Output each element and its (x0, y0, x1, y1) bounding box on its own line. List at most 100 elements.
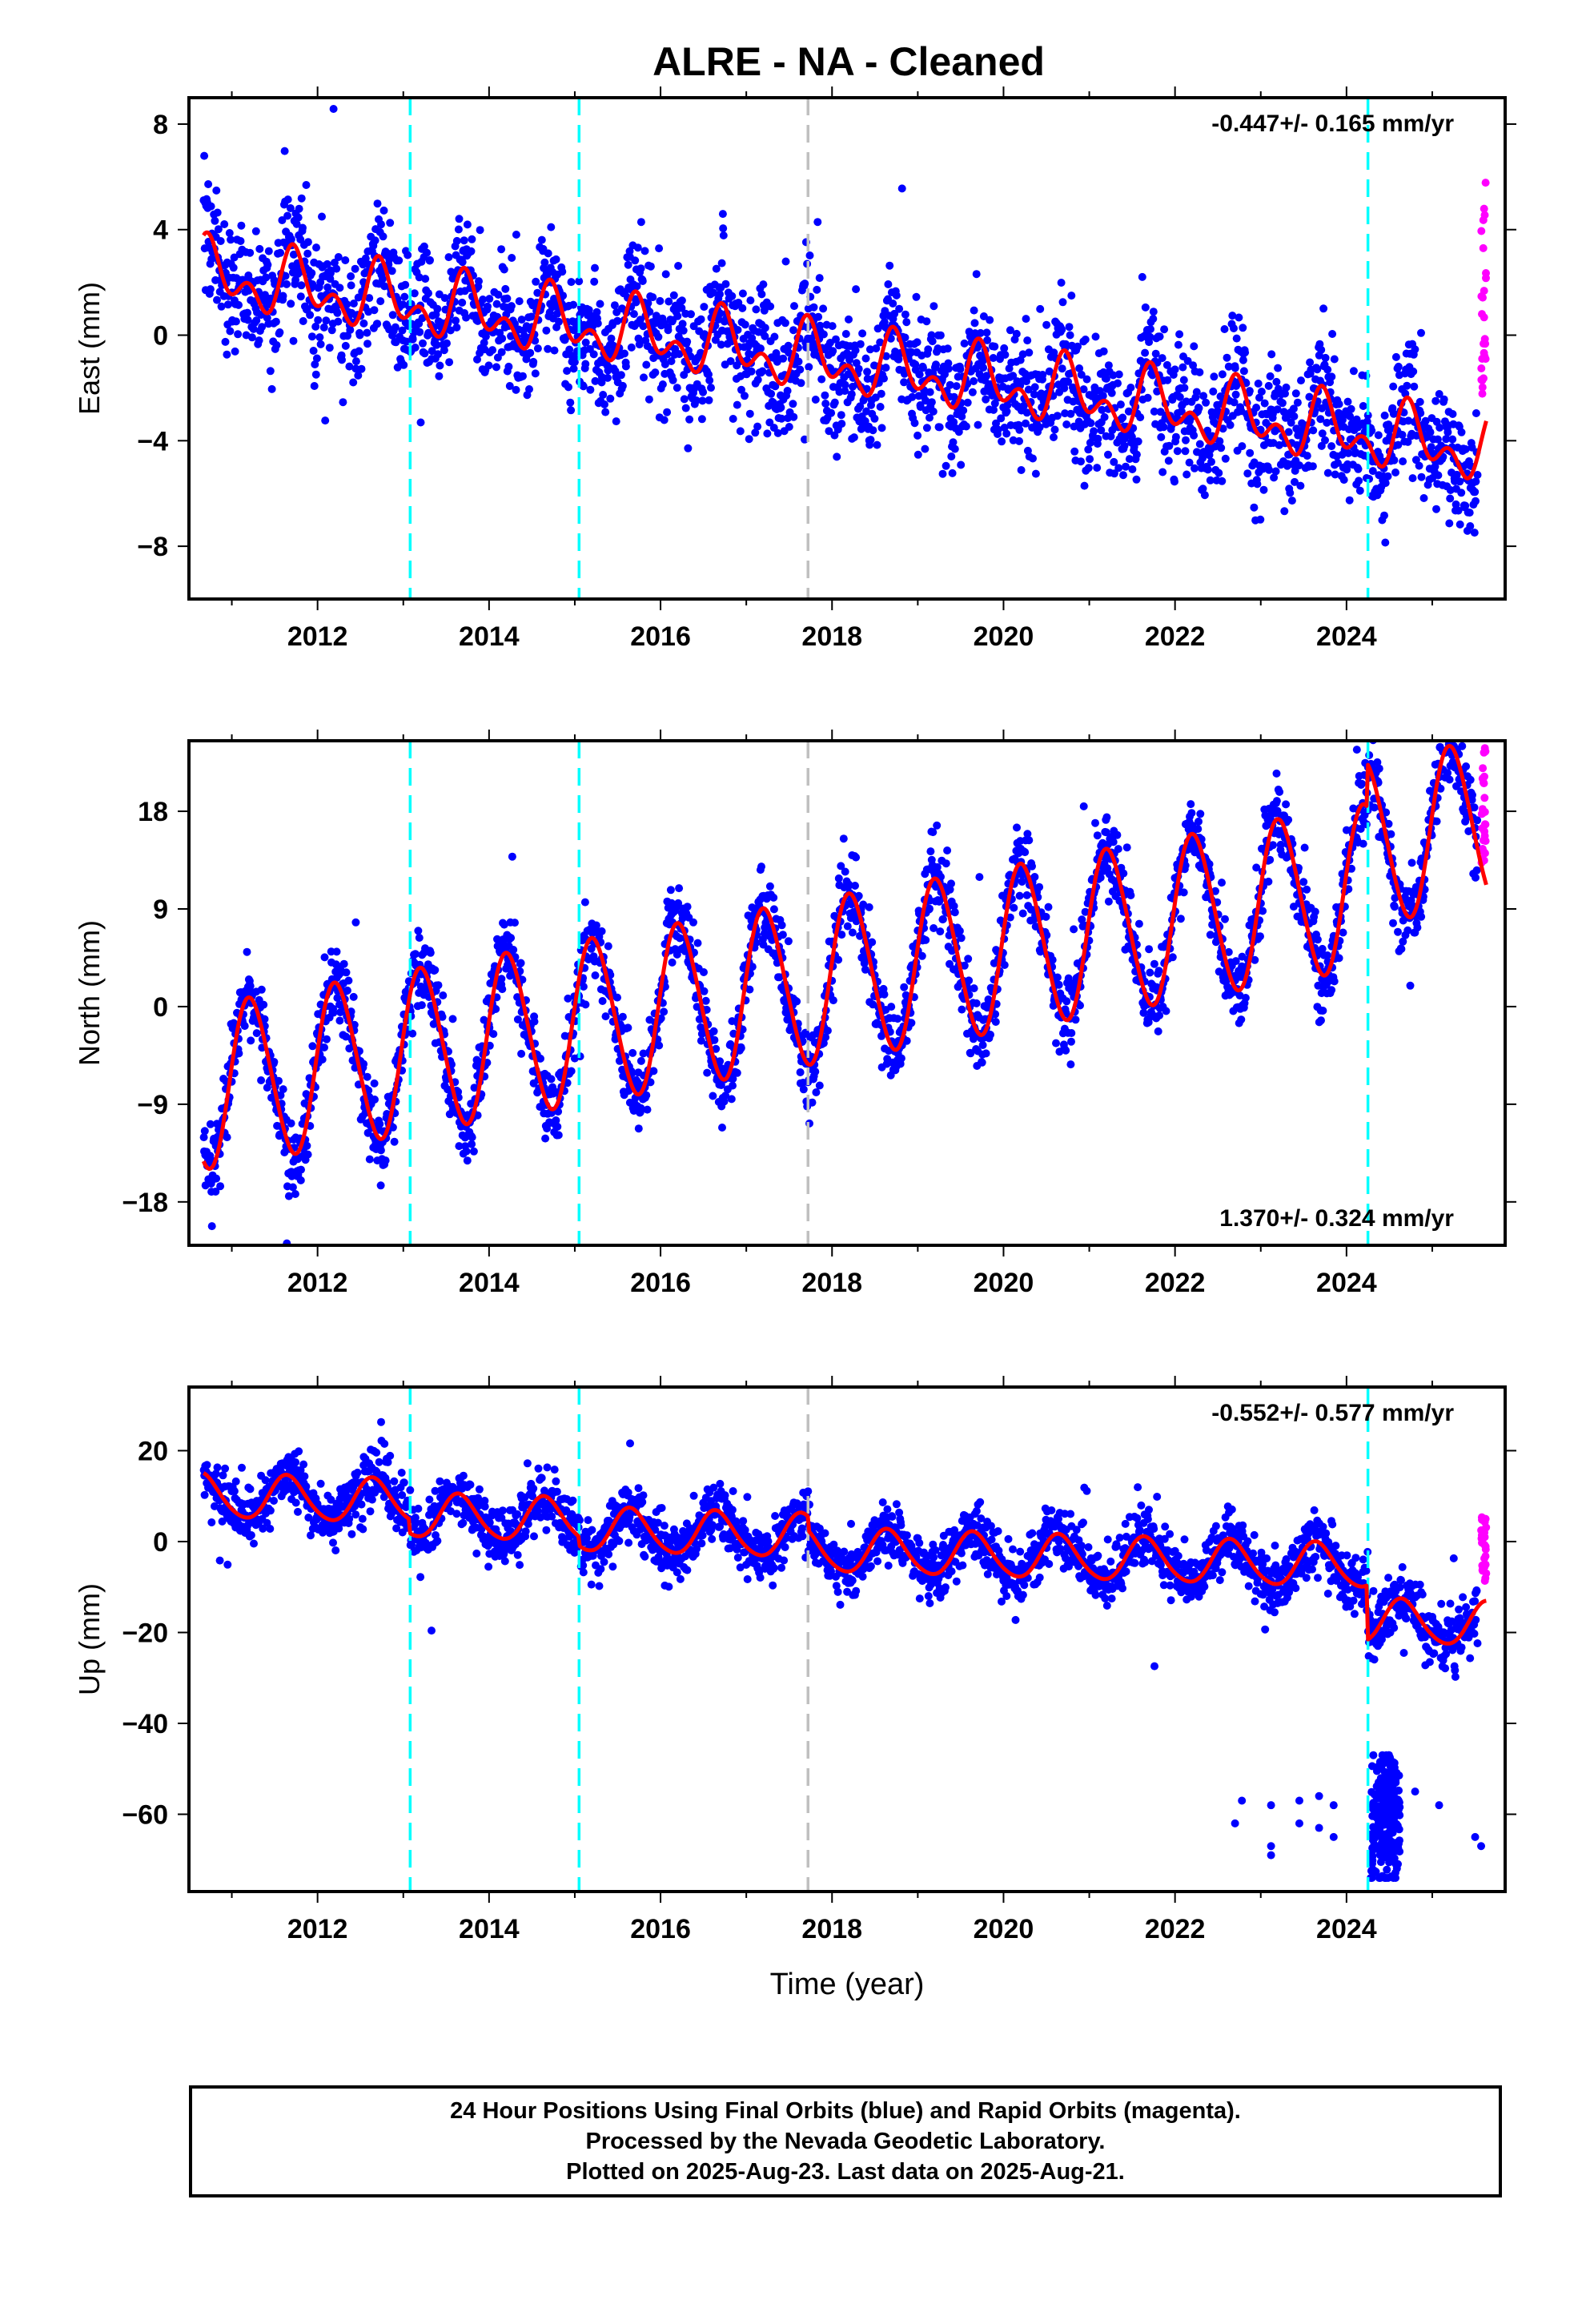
north-data-point (448, 1015, 457, 1023)
east-data-point (255, 244, 264, 253)
north-data-point (323, 1035, 331, 1043)
east-data-point (968, 388, 977, 396)
north-data-point (1154, 967, 1163, 975)
east-data-point (391, 323, 400, 332)
north-data-point (933, 821, 942, 830)
north-data-point (1067, 1029, 1076, 1037)
east-data-point (504, 362, 513, 371)
east-data-point (1060, 384, 1069, 392)
north-data-point (1176, 915, 1185, 923)
east-data-point (1097, 426, 1106, 435)
east-data-point (950, 444, 959, 453)
east-data-point (877, 389, 885, 398)
north-data-point (1021, 848, 1030, 857)
east-data-point (289, 250, 298, 259)
east-data-point (1394, 440, 1403, 449)
east-data-point (1235, 313, 1243, 322)
east-data-point (1002, 429, 1011, 438)
east-data-point (1327, 372, 1336, 381)
east-data-point (1037, 389, 1046, 398)
east-data-point (1195, 440, 1204, 448)
east-data-point (1295, 461, 1303, 470)
east-data-point (591, 376, 600, 385)
north-data-point (463, 1156, 472, 1165)
east-data-point (767, 389, 776, 398)
east-data-point (866, 436, 875, 444)
east-data-point (1150, 407, 1158, 416)
east-data-point (1163, 376, 1172, 384)
east-data-point (687, 310, 695, 319)
east-data-point (1465, 509, 1474, 517)
east-data-point (323, 283, 332, 292)
north-data-point (777, 921, 786, 930)
north-data-point (509, 946, 518, 954)
east-data-point (329, 105, 338, 113)
east-data-point (275, 328, 284, 336)
east-data-point (1038, 371, 1047, 379)
east-data-point (849, 433, 858, 442)
east-data-point (997, 414, 1006, 423)
east-data-point (809, 303, 818, 312)
east-data-point (974, 420, 982, 429)
east-data-point (990, 342, 999, 351)
east-data-point (1289, 404, 1298, 413)
east-data-point (226, 327, 235, 336)
east-data-point (416, 418, 425, 427)
east-data-point (763, 429, 772, 438)
east-data-point (986, 316, 994, 324)
east-data-point (399, 300, 408, 309)
east-data-point (921, 444, 930, 453)
east-data-point (959, 406, 968, 415)
east-data-point (379, 232, 387, 241)
east-data-point (1287, 497, 1296, 505)
east-data-point (837, 411, 845, 420)
north-data-point (1035, 883, 1044, 891)
east-data-point (1082, 375, 1091, 384)
east-data-point (1091, 332, 1100, 341)
north-data-point (642, 1091, 651, 1100)
north-data-point (1150, 959, 1158, 968)
east-data-point (306, 311, 315, 320)
north-data-point (769, 893, 778, 902)
east-data-point (895, 304, 904, 313)
east-data-point (760, 306, 769, 315)
east-data-point (970, 306, 978, 315)
east-data-point (1217, 444, 1226, 452)
east-data-point (311, 360, 319, 368)
east-y-tick-label: 0 (153, 321, 168, 352)
east-data-point (565, 345, 574, 354)
east-data-point (1334, 459, 1342, 468)
east-data-point (455, 215, 464, 223)
east-data-point (794, 357, 803, 366)
north-data-point (480, 1015, 488, 1024)
east-data-point (1125, 455, 1134, 464)
north-data-point (893, 1015, 902, 1023)
east-data-point (206, 285, 215, 294)
east-data-point (267, 384, 276, 393)
east-data-point (813, 218, 822, 227)
east-data-point (705, 396, 713, 404)
east-data-point (745, 409, 754, 418)
north-data-point (636, 1104, 645, 1112)
east-data-point (761, 324, 769, 332)
east-data-point (1391, 352, 1400, 361)
north-data-point (371, 1096, 379, 1104)
east-data-point (334, 317, 343, 326)
north-data-point (1155, 1011, 1164, 1019)
north-data-point (530, 1017, 539, 1026)
east-data-point (833, 452, 841, 461)
east-data-point (1291, 477, 1299, 486)
east-data-point (635, 340, 644, 349)
east-data-point (400, 360, 408, 369)
east-data-point (1199, 392, 1208, 400)
east-data-point (388, 311, 397, 320)
north-data-point (943, 846, 952, 854)
east-data-point (1058, 298, 1067, 307)
north-x-tick-label: 2018 (801, 1268, 862, 1298)
north-data-point (240, 1022, 249, 1031)
east-data-point (312, 354, 321, 363)
north-data-point (415, 934, 424, 942)
east-data-point (1473, 471, 1482, 479)
north-data-point (1015, 891, 1024, 900)
east-data-point (1319, 304, 1328, 313)
